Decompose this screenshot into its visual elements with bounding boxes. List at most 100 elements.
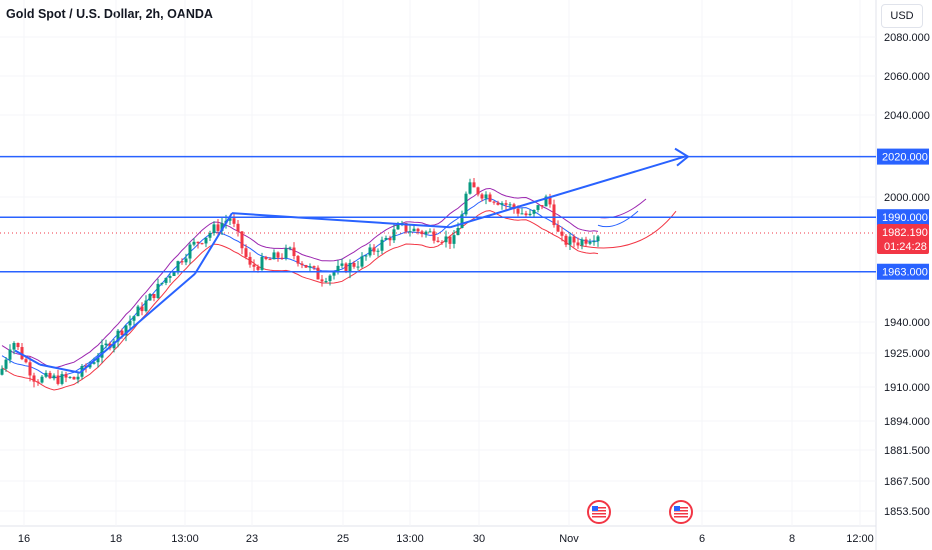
candle-body	[132, 316, 136, 321]
candle-body	[388, 237, 392, 241]
candle-body	[544, 196, 548, 207]
us-flag-icon[interactable]	[669, 500, 693, 524]
last-price-tag	[877, 223, 929, 254]
candle-body	[144, 300, 148, 312]
trend-line[interactable]	[79, 273, 196, 374]
trend-line[interactable]	[231, 212, 451, 229]
trend-line[interactable]	[194, 212, 233, 275]
candle-body	[492, 201, 496, 203]
band-basis-projection	[597, 210, 639, 228]
candle-body	[564, 235, 568, 245]
x-tick-label: 16	[18, 533, 30, 545]
level-price-label: 1963.000	[882, 267, 928, 279]
candle-body	[64, 374, 68, 378]
candle-body	[116, 330, 120, 342]
candle-body	[104, 343, 108, 346]
trend-line[interactable]	[39, 363, 81, 374]
candle-body	[560, 231, 564, 236]
y-tick-label: 1925.000	[884, 348, 930, 360]
candle-body	[288, 247, 292, 249]
candle-body	[216, 224, 220, 231]
candle-body	[260, 256, 264, 270]
x-tick-label: 23	[246, 533, 258, 545]
x-tick-label: Nov	[559, 533, 579, 545]
candle-body	[160, 282, 164, 284]
candle-body	[56, 375, 60, 384]
event-icons[interactable]	[587, 500, 693, 524]
y-tick-label: 2080.000	[884, 32, 930, 44]
candle-body	[360, 256, 364, 267]
band-lower-projection	[579, 210, 677, 249]
candle-body	[352, 262, 356, 267]
candle-body	[280, 257, 284, 259]
y-tick-label: 2000.000	[884, 192, 930, 204]
candle-body	[476, 187, 480, 195]
candle-body	[188, 244, 192, 259]
candle-body	[316, 267, 320, 280]
y-tick-label: 1894.000	[884, 416, 930, 428]
countdown-label: 01:24:28	[884, 241, 927, 253]
candle-body	[384, 237, 388, 240]
candle-body	[48, 372, 52, 379]
band-upper-projection	[597, 198, 647, 219]
trend-line[interactable]	[449, 155, 686, 229]
candle-body	[72, 376, 76, 380]
trend-line[interactable]	[14, 349, 41, 366]
candle-body	[428, 231, 432, 233]
candle-body	[412, 228, 416, 232]
candle-body	[444, 236, 448, 243]
candle-body	[472, 182, 476, 188]
candle-body	[540, 205, 544, 207]
candle-body	[284, 248, 288, 259]
candle-body	[28, 362, 32, 376]
candle-body	[156, 283, 160, 299]
candle-body	[136, 306, 140, 317]
x-tick-label: 30	[473, 533, 485, 545]
currency-button[interactable]: USD	[881, 4, 923, 28]
candle-body	[128, 320, 132, 326]
candle-body	[148, 293, 152, 301]
candle-body	[176, 261, 180, 273]
candle-body	[516, 209, 520, 214]
candle-body	[364, 255, 368, 257]
candle-body	[212, 224, 216, 234]
y-tick-label: 2060.000	[884, 71, 930, 83]
candle-body	[40, 376, 44, 383]
candle-body	[276, 252, 280, 258]
candle-body	[396, 224, 400, 230]
candle-body	[584, 239, 588, 244]
candle-body	[484, 194, 488, 199]
candle-body	[312, 266, 316, 268]
candle-body	[164, 277, 168, 283]
candle-body	[20, 347, 24, 360]
candle-body	[432, 231, 436, 241]
candle-body	[0, 368, 4, 375]
candle-body	[532, 209, 536, 214]
candle-body	[488, 194, 492, 202]
level-price-tag	[877, 209, 929, 226]
candle-body	[420, 231, 424, 235]
x-tick-label: 13:00	[171, 533, 199, 545]
band-upper	[1, 187, 599, 369]
bollinger-bands	[1, 187, 677, 391]
candle-body	[180, 261, 184, 263]
candle-body	[416, 228, 420, 232]
x-tick-label: 12:00	[846, 533, 874, 545]
candle-body	[140, 306, 144, 312]
candle-body	[60, 374, 64, 384]
candle-body	[4, 359, 8, 369]
candle-body	[152, 293, 156, 299]
candle-body	[548, 196, 552, 205]
candle-body	[528, 213, 532, 216]
y-tick-label: 2040.000	[884, 110, 930, 122]
candle-body	[172, 272, 176, 277]
candle-body	[552, 204, 556, 226]
candle-body	[424, 231, 428, 235]
candle-body	[76, 376, 80, 380]
candle-body	[184, 258, 188, 263]
candle-body	[340, 263, 344, 266]
candle-body	[496, 202, 500, 205]
candle-body	[336, 265, 340, 273]
us-flag-icon[interactable]	[587, 500, 611, 524]
